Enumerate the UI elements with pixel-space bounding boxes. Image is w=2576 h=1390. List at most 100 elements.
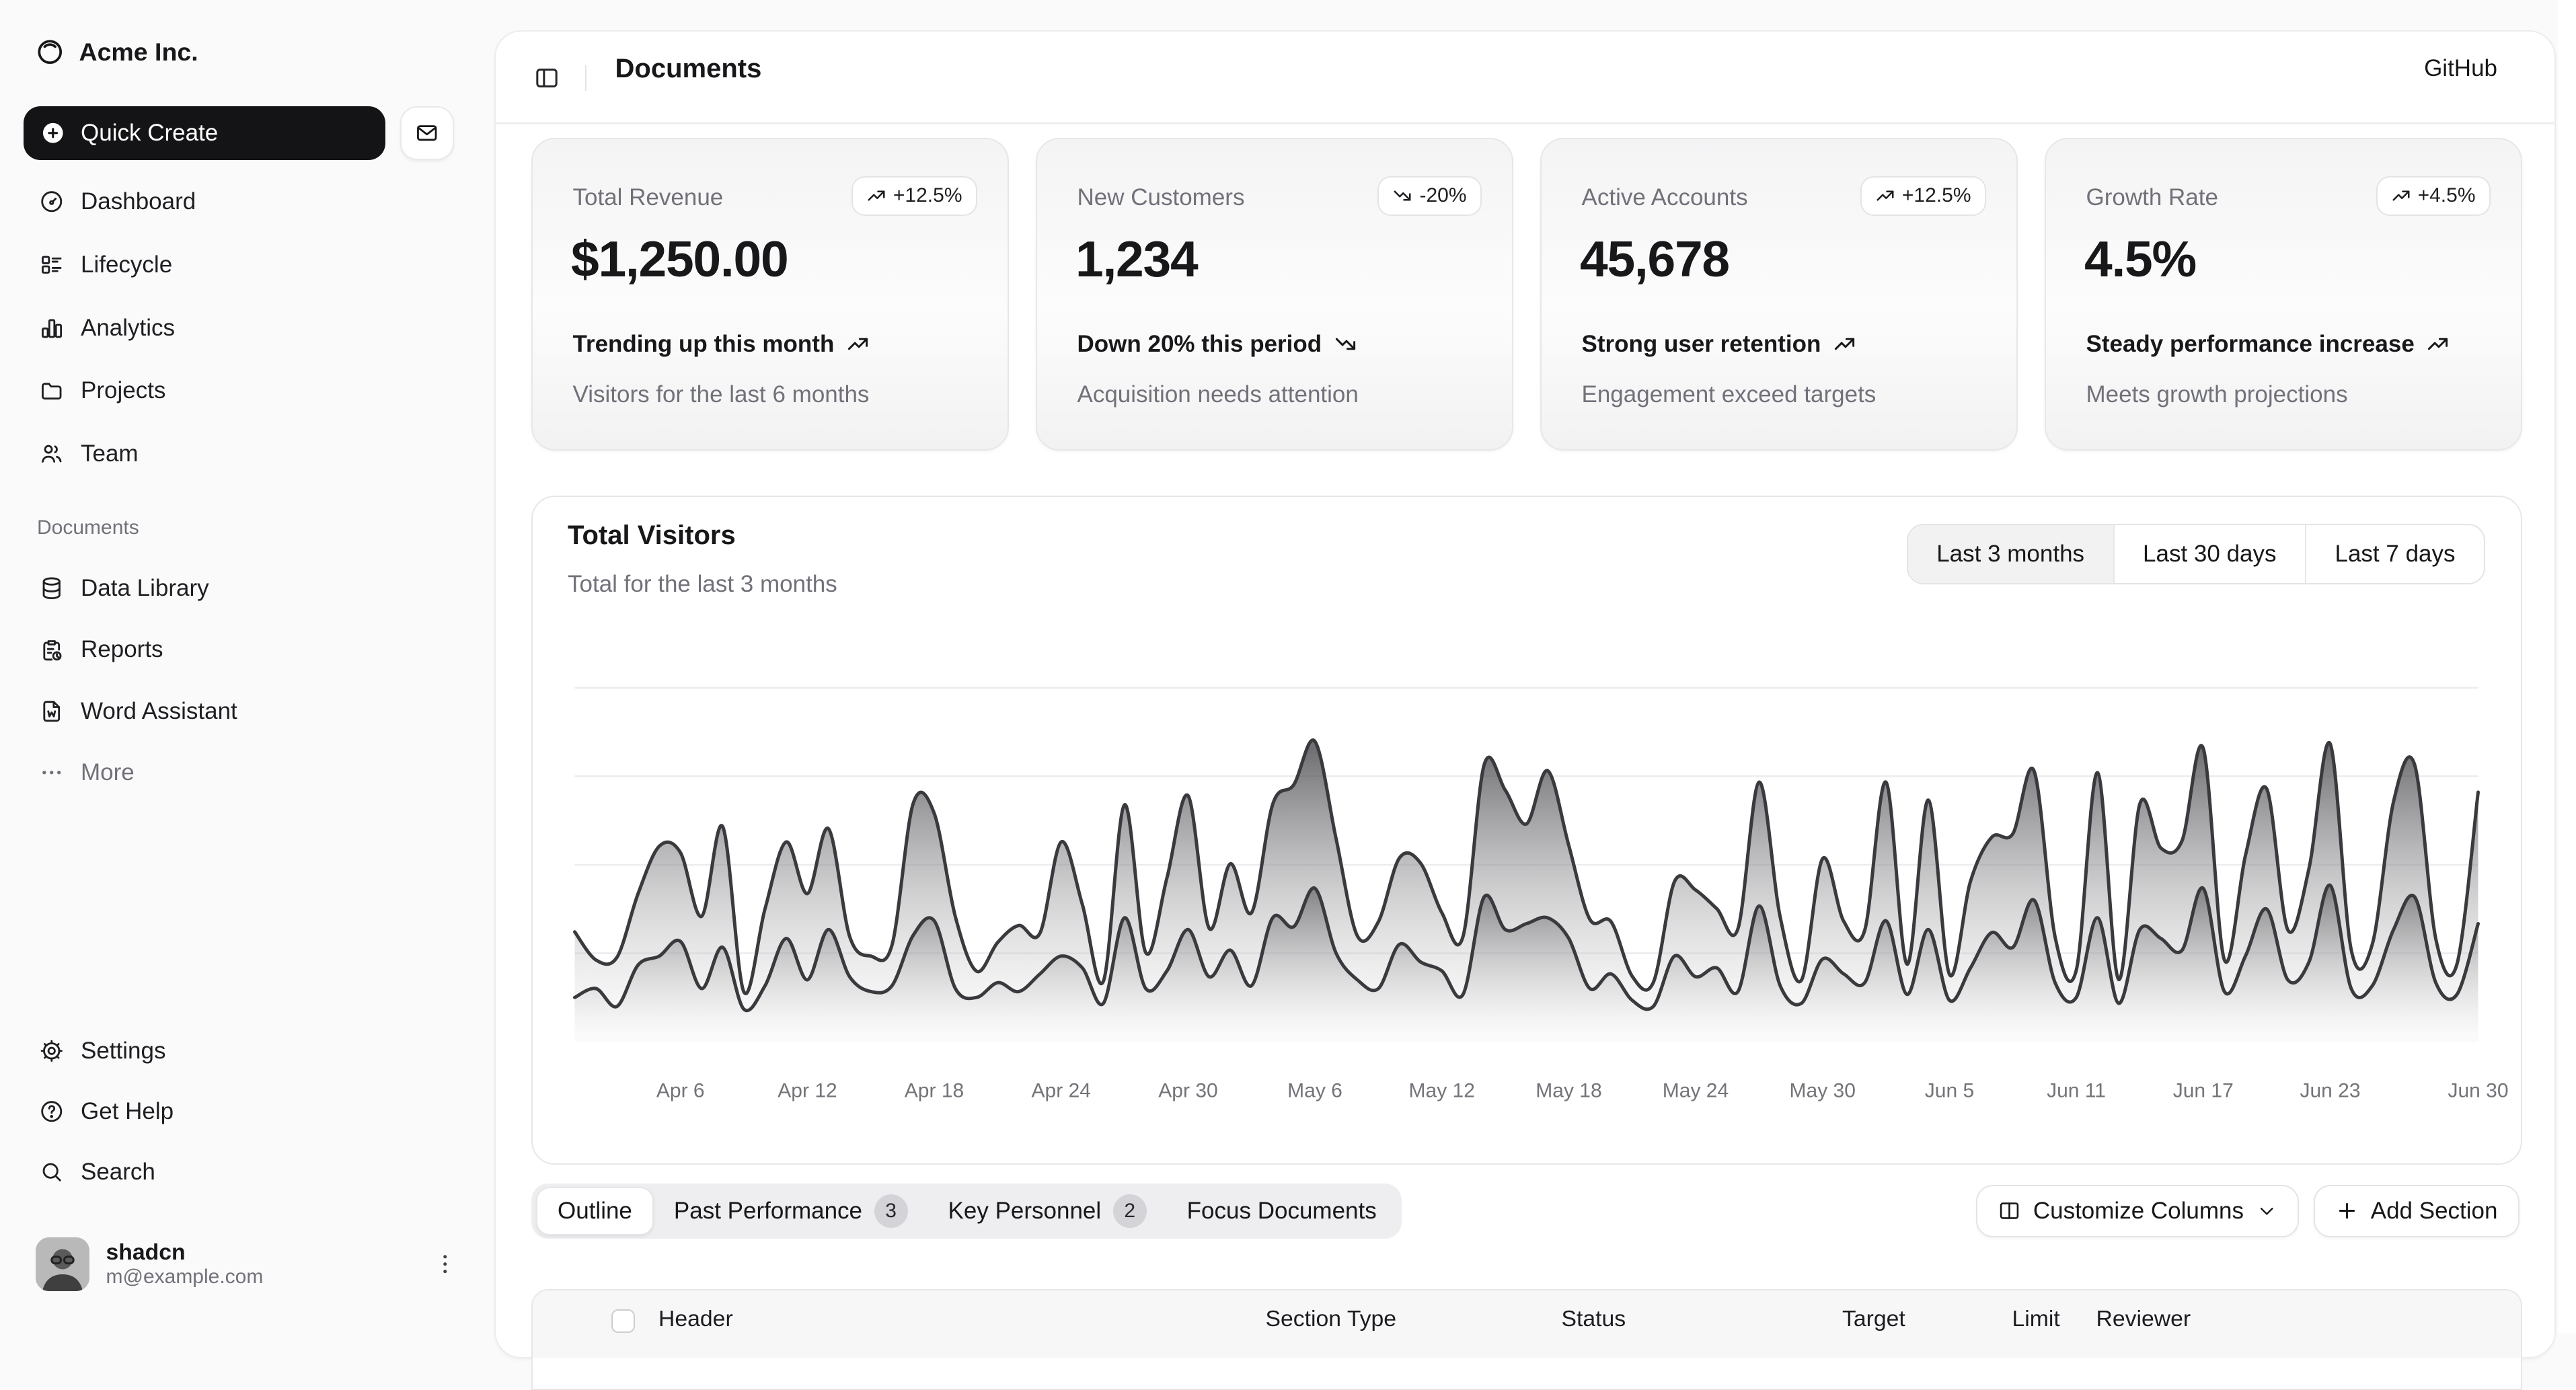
stat-line2: Engagement exceed targets (1582, 381, 1877, 408)
svg-text:May 30: May 30 (1789, 1080, 1855, 1102)
sidebar-item-reports[interactable]: Reports (24, 625, 471, 675)
svg-text:May 12: May 12 (1408, 1080, 1474, 1102)
svg-text:Apr 12: Apr 12 (778, 1080, 837, 1102)
column-header-section-type: Section Type (1266, 1306, 1397, 1332)
trending-down-icon (1334, 332, 1357, 356)
add-section-button[interactable]: Add Section (2314, 1185, 2519, 1237)
select-all-checkbox[interactable] (611, 1309, 635, 1333)
trending-up-icon (2426, 332, 2450, 356)
brand[interactable]: Acme Inc. (24, 27, 198, 77)
ellipsis-vertical-icon (432, 1251, 458, 1277)
stat-value: 45,678 (1580, 230, 1729, 288)
trending-down-icon (1392, 186, 1412, 206)
stat-line2: Meets growth projections (2086, 381, 2348, 408)
main-panel: Documents GitHub Total Revenue +12.5% $1… (494, 30, 2556, 1358)
quick-create-label: Quick Create (81, 120, 218, 147)
sidebar-item-dashboard[interactable]: Dashboard (24, 177, 471, 227)
table-header-row: Header Section Type Status Target Limit … (533, 1290, 2521, 1358)
svg-text:Apr 24: Apr 24 (1031, 1080, 1090, 1102)
column-header-target: Target (1842, 1306, 1905, 1332)
sidebar-item-label: Word Assistant (81, 698, 237, 725)
user-options-button[interactable] (432, 1251, 458, 1277)
svg-text:Jun 30: Jun 30 (2448, 1080, 2508, 1102)
stat-label: Growth Rate (2086, 184, 2218, 211)
stat-line2: Acquisition needs attention (1077, 381, 1359, 408)
tab-outline[interactable]: Outline (536, 1187, 654, 1235)
report-icon (39, 638, 65, 663)
mail-icon (414, 120, 440, 146)
stat-card-growth-rate: Growth Rate +4.5% 4.5% Steady performanc… (2045, 138, 2522, 451)
sidebar-item-more[interactable]: More (24, 747, 471, 798)
trend-badge: +4.5% (2376, 176, 2491, 216)
svg-text:Jun 11: Jun 11 (2047, 1080, 2106, 1102)
sidebar-item-team[interactable]: Team (24, 429, 471, 479)
list-details-icon (39, 252, 65, 278)
sidebar-item-label: Team (81, 440, 139, 467)
main-nav: Dashboard Lifecycle Analytics Projects T… (24, 177, 471, 479)
stat-card-active-accounts: Active Accounts +12.5% 45,678 Strong use… (1540, 138, 2018, 451)
brand-name: Acme Inc. (79, 38, 198, 67)
stat-line1: Strong user retention (1582, 331, 1821, 358)
tab-key-personnel[interactable]: Key Personnel 2 (928, 1188, 1167, 1234)
sidebar-item-label: Dashboard (81, 188, 196, 215)
sidebar-item-analytics[interactable]: Analytics (24, 303, 471, 353)
trending-up-icon (866, 186, 886, 206)
stat-line1: Steady performance increase (2086, 331, 2415, 358)
svg-text:Jun 5: Jun 5 (1924, 1080, 1973, 1102)
scrollbar-gutter (2558, 0, 2576, 1334)
user-menu[interactable]: shadcn m@example.com (24, 1227, 471, 1301)
range-last-3-months[interactable]: Last 3 months (1908, 525, 2113, 583)
sidebar-item-get-help[interactable]: Get Help (24, 1086, 471, 1136)
plus-icon (2335, 1199, 2359, 1223)
column-header-header: Header (658, 1306, 733, 1332)
chart-title: Total Visitors (568, 520, 736, 551)
column-header-status: Status (1562, 1306, 1626, 1332)
header-border (496, 122, 2554, 124)
trend-value: +4.5% (2418, 184, 2476, 207)
section-tabs: Outline Past Performance 3 Key Personnel… (531, 1184, 1402, 1239)
tab-label: Outline (558, 1198, 632, 1225)
tab-count-badge: 2 (1113, 1194, 1147, 1228)
sidebar-item-projects[interactable]: Projects (24, 366, 471, 416)
trend-value: +12.5% (893, 184, 962, 207)
inbox-button[interactable] (400, 106, 454, 160)
tab-focus-documents[interactable]: Focus Documents (1167, 1188, 1397, 1234)
svg-text:Apr 30: Apr 30 (1158, 1080, 1217, 1102)
trend-value: +12.5% (1902, 184, 1971, 207)
tab-label: Key Personnel (948, 1198, 1102, 1225)
sidebar-item-label: Settings (81, 1038, 165, 1065)
sidebar-item-word-assistant[interactable]: Word Assistant (24, 686, 471, 736)
gear-icon (39, 1038, 65, 1064)
column-header-limit: Limit (2012, 1306, 2060, 1332)
sidebar-item-label: Search (81, 1159, 155, 1186)
customize-columns-label: Customize Columns (2033, 1198, 2244, 1225)
sidebar-item-label: More (81, 759, 135, 786)
range-last-30-days[interactable]: Last 30 days (2113, 525, 2305, 583)
users-icon (39, 441, 65, 467)
stat-line2: Visitors for the last 6 months (573, 381, 870, 408)
gauge-icon (39, 189, 65, 215)
stat-card-total-revenue: Total Revenue +12.5% $1,250.00 Trending … (531, 138, 1009, 451)
column-header-reviewer: Reviewer (2096, 1306, 2191, 1332)
folder-icon (39, 379, 65, 404)
svg-text:Jun 17: Jun 17 (2172, 1080, 2233, 1102)
quick-create-button[interactable]: Quick Create (24, 106, 385, 160)
header-divider (585, 65, 587, 91)
customize-columns-button[interactable]: Customize Columns (1976, 1185, 2299, 1237)
sidebar-item-data-library[interactable]: Data Library (24, 564, 471, 614)
tab-past-performance[interactable]: Past Performance 3 (654, 1188, 928, 1234)
sidebar-item-lifecycle[interactable]: Lifecycle (24, 239, 471, 290)
bar-chart-icon (39, 315, 65, 341)
github-link[interactable]: GitHub (2424, 55, 2497, 82)
range-last-7-days[interactable]: Last 7 days (2305, 525, 2484, 583)
stat-cards: Total Revenue +12.5% $1,250.00 Trending … (531, 138, 2522, 451)
trending-up-icon (1833, 332, 1856, 356)
sidebar-item-label: Get Help (81, 1098, 174, 1125)
sidebar-toggle-button[interactable] (523, 54, 572, 103)
sidebar-item-search[interactable]: Search (24, 1147, 471, 1197)
footer-nav: Settings Get Help Search (24, 1026, 471, 1197)
sidebar-item-settings[interactable]: Settings (24, 1026, 471, 1076)
stat-label: Total Revenue (573, 184, 724, 211)
